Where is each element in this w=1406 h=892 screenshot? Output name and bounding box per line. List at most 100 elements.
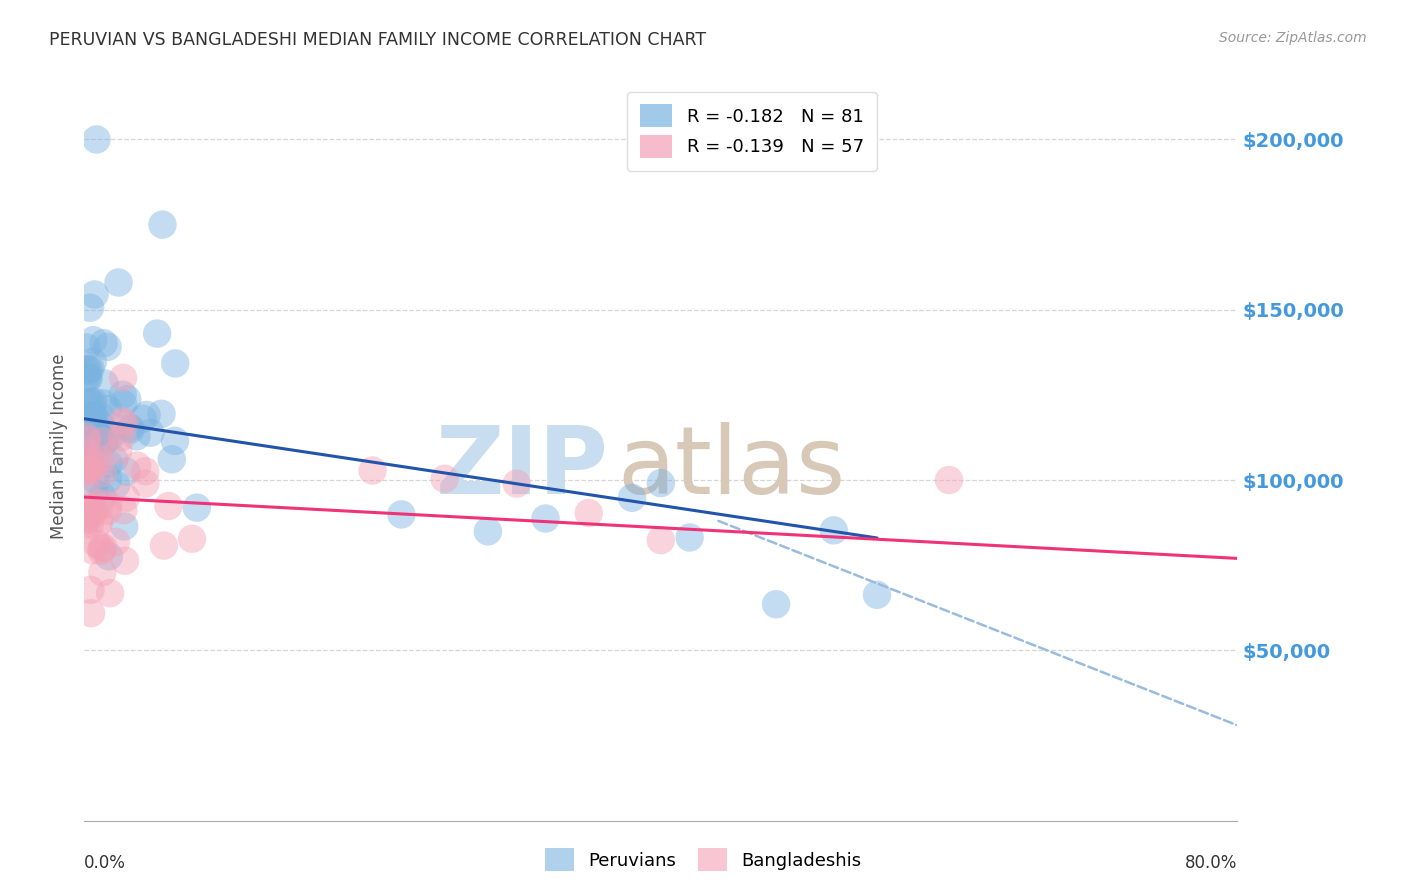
Point [89, 496, 111, 510]
Point [391, 508, 413, 522]
Point [152, 218, 174, 232]
Point [86, 424, 108, 438]
Text: 80.0%: 80.0% [1185, 855, 1237, 872]
Legend: Peruvians, Bangladeshis: Peruvians, Bangladeshis [537, 841, 869, 879]
Point [578, 506, 600, 520]
Point [115, 392, 138, 406]
Point [139, 425, 162, 440]
Point [534, 511, 557, 525]
Point [111, 387, 134, 401]
Point [157, 499, 180, 513]
Point [87, 416, 110, 430]
Point [114, 554, 136, 568]
Point [97, 503, 120, 517]
Point [76, 432, 98, 446]
Point [112, 397, 135, 411]
Point [112, 503, 135, 517]
Point [97, 402, 120, 417]
Point [82, 354, 104, 368]
Point [98, 586, 121, 600]
Point [823, 524, 845, 538]
Point [621, 491, 644, 505]
Point [77, 395, 100, 409]
Point [84, 458, 107, 473]
Point [84, 429, 107, 443]
Point [75, 340, 97, 354]
Point [77, 370, 100, 384]
Point [79, 582, 101, 597]
Point [650, 533, 672, 548]
Point [97, 472, 120, 486]
Point [765, 597, 787, 611]
Point [135, 408, 157, 422]
Point [115, 465, 138, 479]
Point [105, 534, 128, 549]
Point [87, 516, 110, 530]
Point [186, 500, 208, 515]
Point [75, 397, 97, 411]
Point [93, 436, 115, 450]
Point [75, 482, 97, 496]
Point [83, 287, 105, 301]
Text: 0.0%: 0.0% [84, 855, 127, 872]
Point [82, 409, 104, 423]
Point [89, 431, 111, 445]
Point [80, 500, 103, 515]
Point [938, 473, 960, 487]
Point [146, 326, 169, 341]
Point [89, 409, 111, 424]
Point [77, 504, 100, 518]
Point [75, 514, 97, 528]
Point [75, 436, 97, 450]
Point [82, 543, 104, 558]
Point [181, 532, 204, 546]
Text: Source: ZipAtlas.com: Source: ZipAtlas.com [1219, 31, 1367, 45]
Point [97, 457, 120, 471]
Point [111, 414, 134, 428]
Point [107, 443, 129, 458]
Point [80, 606, 103, 620]
Point [83, 409, 105, 423]
Point [150, 407, 173, 421]
Point [110, 430, 132, 444]
Point [132, 412, 155, 426]
Point [75, 370, 97, 384]
Point [477, 524, 499, 539]
Point [82, 333, 104, 347]
Point [97, 431, 120, 445]
Point [506, 476, 529, 491]
Point [112, 519, 135, 533]
Text: ZIP: ZIP [436, 423, 609, 515]
Point [75, 409, 97, 423]
Text: PERUVIAN VS BANGLADESHI MEDIAN FAMILY INCOME CORRELATION CHART: PERUVIAN VS BANGLADESHI MEDIAN FAMILY IN… [49, 31, 706, 49]
Point [91, 434, 114, 449]
Point [75, 462, 97, 476]
Point [112, 371, 135, 385]
Point [89, 452, 111, 467]
Point [91, 489, 114, 503]
Point [103, 452, 125, 467]
Point [134, 476, 156, 491]
Point [97, 497, 120, 511]
Point [90, 541, 112, 556]
Point [433, 472, 456, 486]
Point [76, 430, 98, 444]
Point [79, 424, 101, 438]
Point [93, 541, 115, 555]
Point [75, 512, 97, 526]
Point [134, 464, 156, 478]
Point [93, 376, 115, 391]
Point [77, 459, 100, 474]
Point [163, 434, 186, 448]
Point [77, 438, 100, 452]
Point [93, 336, 115, 351]
Point [76, 445, 98, 459]
Point [84, 503, 107, 517]
Point [76, 433, 98, 447]
Point [79, 454, 101, 468]
Point [77, 362, 100, 376]
Point [76, 362, 98, 376]
Point [86, 132, 108, 146]
Point [82, 507, 104, 521]
Point [76, 510, 98, 524]
